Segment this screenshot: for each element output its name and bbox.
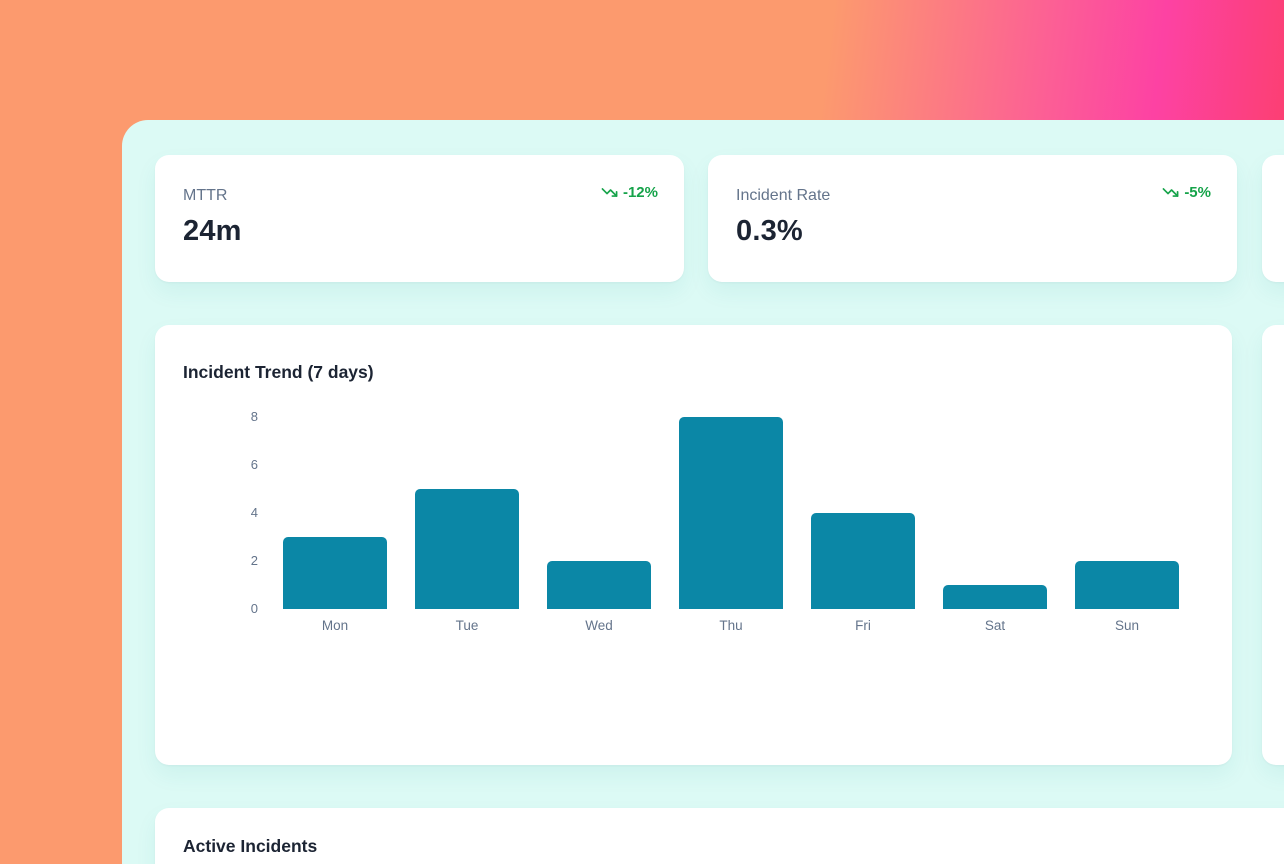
bar-fri[interactable] — [811, 513, 915, 609]
x-tick-label: Tue — [455, 618, 479, 633]
kpi-trend-badge: -5% — [1162, 184, 1211, 201]
bar-wed[interactable] — [547, 561, 651, 609]
bar-chart — [283, 417, 1179, 609]
chart-title: Incident Trend (7 days) — [183, 362, 374, 382]
active-incidents-card: Active Incidents — [155, 808, 1284, 864]
x-tick-label: Mon — [321, 618, 349, 633]
kpi-value: 24m — [183, 215, 242, 247]
bar-tue[interactable] — [415, 489, 519, 609]
kpi-trend-value: -12% — [622, 184, 658, 201]
y-tick-label: 4 — [250, 505, 258, 520]
y-tick-label: 0 — [250, 601, 258, 616]
x-tick-label: Wed — [585, 618, 613, 633]
trending-down-icon — [601, 184, 618, 201]
chart-y-axis: 0 2 4 6 8 — [218, 325, 258, 765]
kpi-value: 0.3% — [736, 215, 803, 247]
bar-sun[interactable] — [1075, 561, 1179, 609]
kpi-card-partial — [1262, 155, 1284, 282]
incident-trend-card: Incident Trend (7 days) 0 2 4 6 8 Mon Tue Wed T… — [155, 325, 1232, 765]
trending-down-icon — [1162, 184, 1179, 201]
x-tick-label: Thu — [719, 618, 743, 633]
x-tick-label: Sun — [1114, 618, 1140, 633]
kpi-label: MTTR — [183, 187, 228, 204]
kpi-card-incident-rate: Incident Rate 0.3% -5% — [708, 155, 1237, 282]
secondary-card-partial — [1262, 325, 1284, 765]
kpi-trend-value: -5% — [1184, 184, 1211, 201]
content-panel: MTTR 24m -12% Incident Rate 0.3% — [122, 120, 1284, 864]
y-tick-label: 2 — [250, 553, 258, 568]
bar-sat[interactable] — [943, 585, 1047, 609]
bar-mon[interactable] — [283, 537, 387, 609]
active-incidents-title: Active Incidents — [183, 836, 318, 856]
y-tick-label: 8 — [250, 409, 258, 424]
x-tick-label: Sat — [984, 618, 1006, 633]
kpi-label: Incident Rate — [736, 187, 831, 204]
x-tick-label: Fri — [855, 618, 871, 633]
chart-x-axis: Mon Tue Wed Thu Fri Sat Sun — [283, 617, 1179, 634]
y-tick-label: 6 — [250, 457, 258, 472]
bar-thu[interactable] — [679, 417, 783, 609]
kpi-trend-badge: -12% — [601, 184, 658, 201]
kpi-card-mttr: MTTR 24m -12% — [155, 155, 684, 282]
